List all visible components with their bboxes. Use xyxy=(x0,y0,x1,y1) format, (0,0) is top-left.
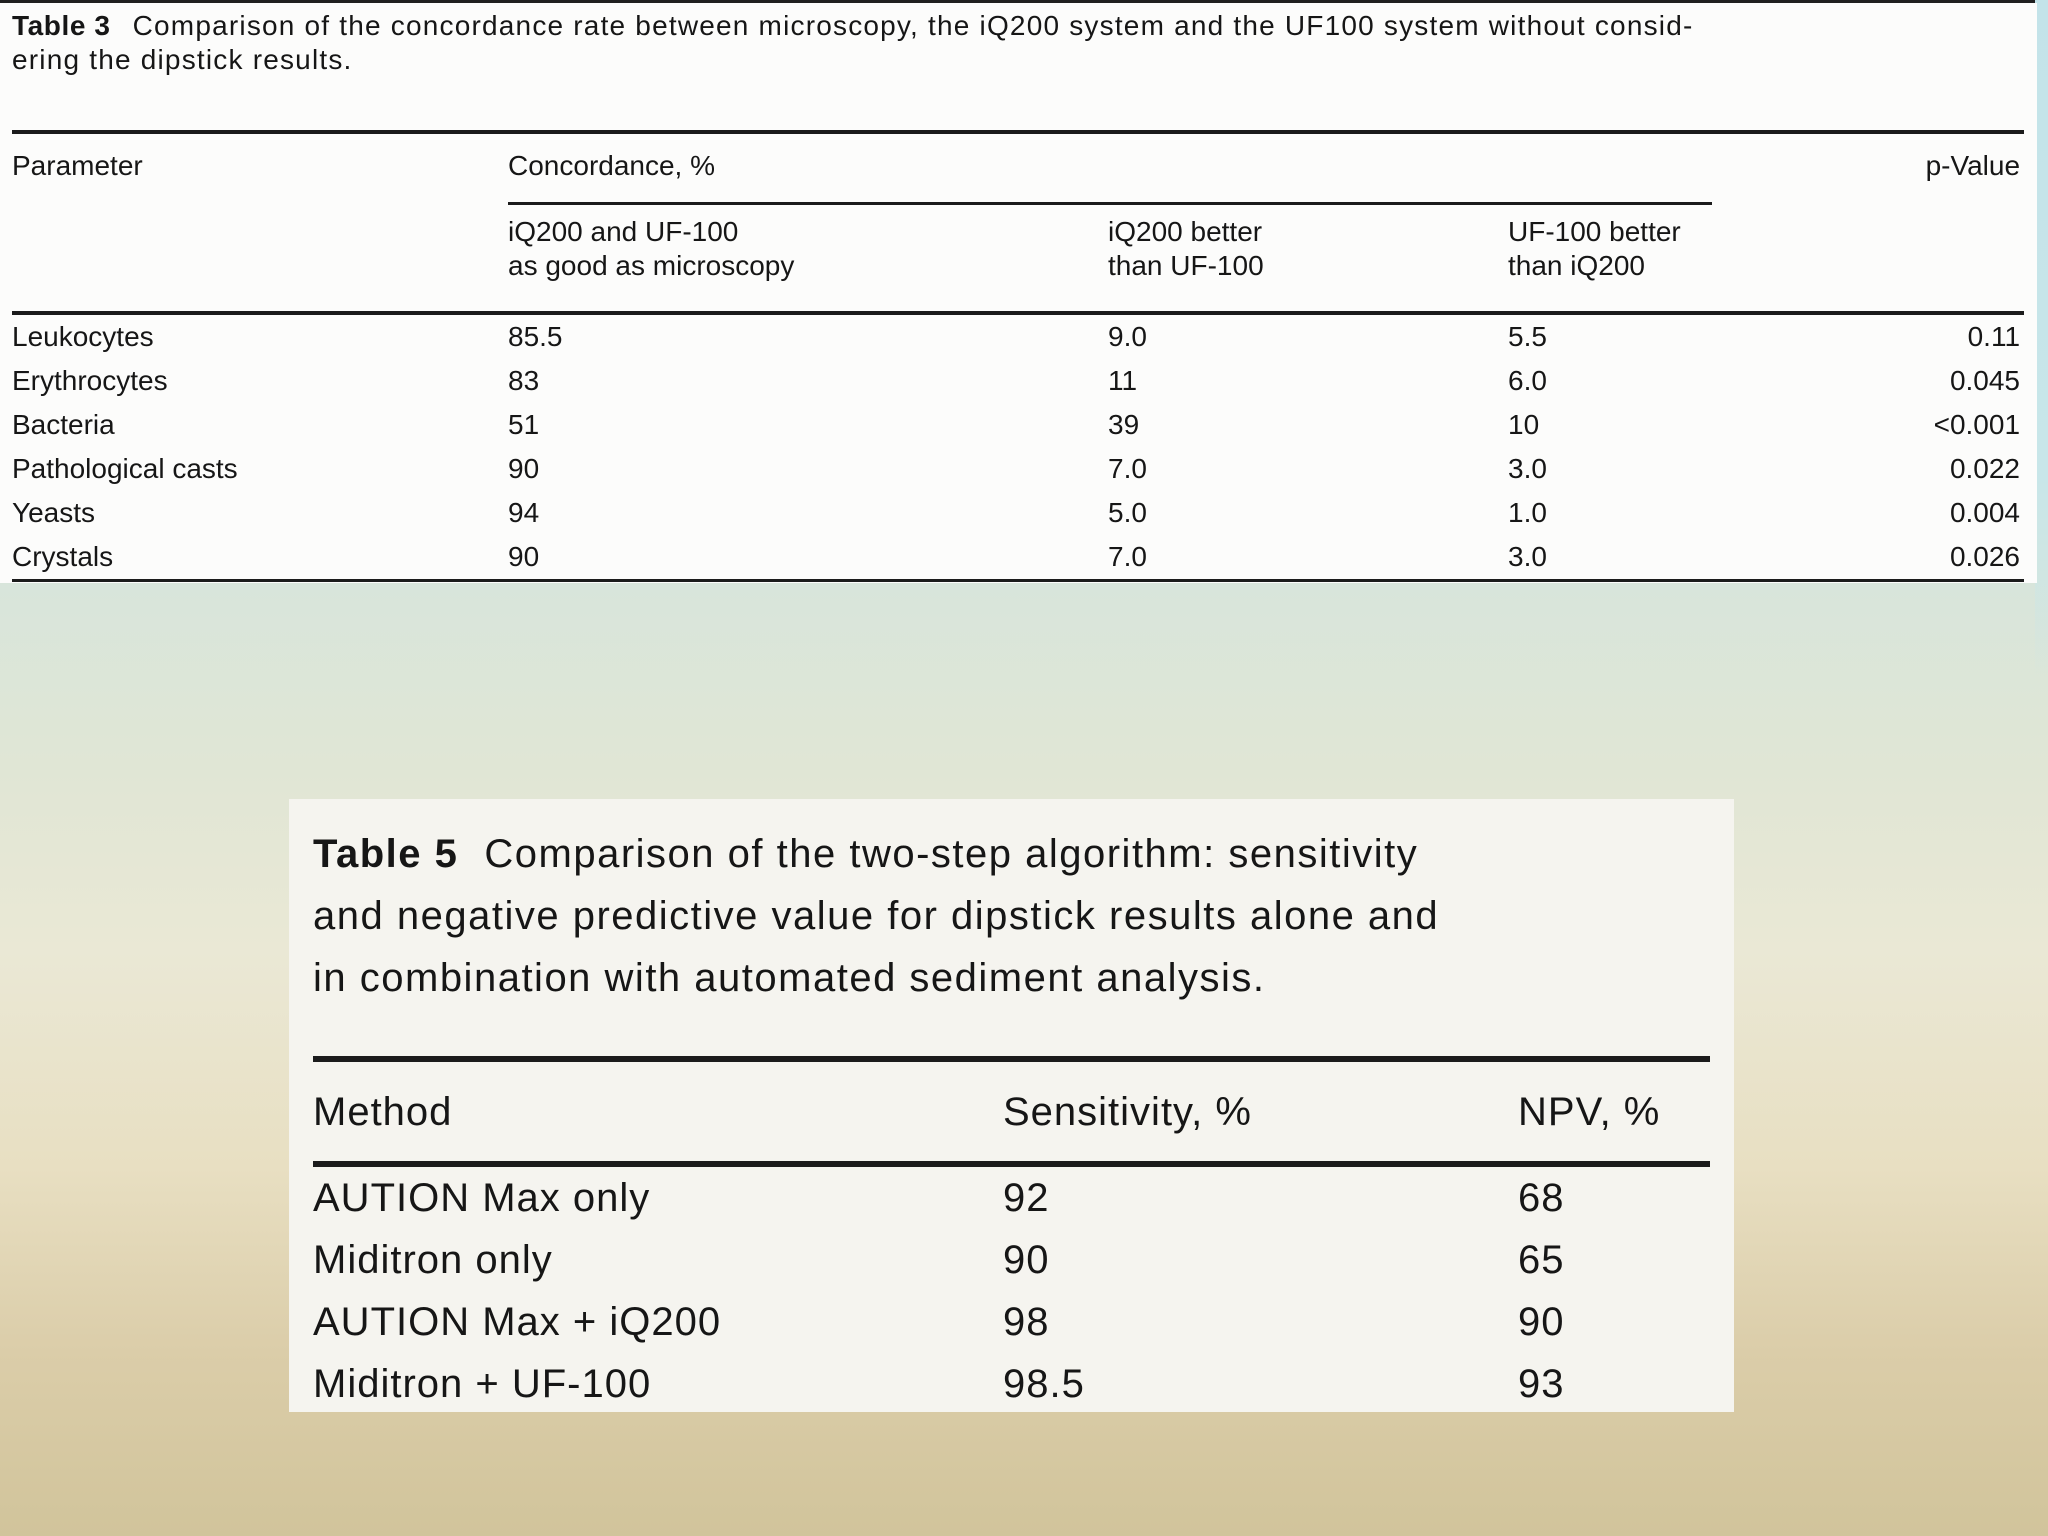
value-cell: 83 xyxy=(508,365,540,396)
table-row: Crystals 90 7.0 3.0 0.026 xyxy=(12,535,2024,581)
table3-caption-label: Table 3 xyxy=(12,10,111,41)
table3-subheader-iq200-better: iQ200 better than UF-100 xyxy=(1108,216,1264,281)
pvalue-cell: 0.022 xyxy=(1949,453,2021,484)
table-row: Leukocytes 85.5 9.0 5.5 0.11 xyxy=(12,313,2024,359)
table3-header-pvalue: p-Value xyxy=(1925,150,2021,181)
pvalue-cell: <0.001 xyxy=(1933,409,2021,440)
value-cell: 65 xyxy=(1518,1238,1565,1282)
table3-header: Parameter Concordance, % p-Value iQ200 a… xyxy=(12,132,2025,314)
table5-caption-label: Table 5 xyxy=(313,832,459,876)
table-row: Miditron + UF-100 98.5 93 xyxy=(313,1353,1710,1412)
value-cell: 1.0 xyxy=(1508,497,1547,528)
value-cell: 85.5 xyxy=(508,321,563,352)
value-cell: 7.0 xyxy=(1108,453,1147,484)
table3-subheader-as-good-as-microscopy: iQ200 and UF-100 as good as microscopy xyxy=(508,216,795,281)
table5-body: AUTION Max only 92 68 Miditron only 90 6… xyxy=(313,1164,1710,1412)
table5-header-row: Method Sensitivity, % NPV, % xyxy=(313,1059,1710,1164)
value-cell: 11 xyxy=(1108,365,1138,396)
table-row: Bacteria 51 39 10 <0.001 xyxy=(12,403,2024,447)
value-cell: 90 xyxy=(508,541,540,572)
parameter-cell: Leukocytes xyxy=(12,321,154,352)
table3: Parameter Concordance, % p-Value iQ200 a… xyxy=(12,130,2025,582)
method-cell: AUTION Max only xyxy=(313,1176,651,1220)
table5-header-method: Method xyxy=(313,1090,453,1134)
top-border-line xyxy=(0,0,2037,3)
value-cell: 92 xyxy=(1003,1176,1050,1220)
parameter-cell: Bacteria xyxy=(12,409,115,440)
table5-caption-line1: Comparison of the two-step algorithm: se… xyxy=(484,832,1419,876)
value-cell: 90 xyxy=(1003,1238,1050,1282)
table5-header-sensitivity: Sensitivity, % xyxy=(1003,1090,1252,1134)
pvalue-cell: 0.11 xyxy=(1967,321,2021,352)
pvalue-cell: 0.004 xyxy=(1949,497,2021,528)
parameter-cell: Erythrocytes xyxy=(12,365,168,396)
method-cell: Miditron only xyxy=(313,1238,553,1282)
table5-caption: Table 5 Comparison of the two-step algori… xyxy=(313,823,1710,1009)
table-row: Erythrocytes 83 11 6.0 0.045 xyxy=(12,359,2024,403)
table3-header-row-2: iQ200 and UF-100 as good as microscopy iQ… xyxy=(12,204,2024,314)
value-cell: 93 xyxy=(1518,1362,1565,1406)
table-row: AUTION Max only 92 68 xyxy=(313,1164,1710,1229)
value-cell: 3.0 xyxy=(1508,541,1547,572)
value-cell: 90 xyxy=(1518,1300,1565,1344)
value-cell: 94 xyxy=(508,497,540,528)
value-cell: 68 xyxy=(1518,1176,1565,1220)
value-cell: 10 xyxy=(1508,409,1540,440)
table3-header-row-1: Parameter Concordance, % p-Value xyxy=(12,132,2024,205)
pvalue-cell: 0.045 xyxy=(1949,365,2021,396)
table3-header-concordance: Concordance, % xyxy=(508,132,1713,205)
table5: Method Sensitivity, % NPV, % AUTION Max … xyxy=(313,1056,1710,1412)
table-row: Pathological casts 90 7.0 3.0 0.022 xyxy=(12,447,2024,491)
parameter-cell: Pathological casts xyxy=(12,453,238,484)
value-cell: 39 xyxy=(1108,409,1140,440)
value-cell: 6.0 xyxy=(1508,365,1547,396)
value-cell: 9.0 xyxy=(1108,321,1147,352)
table-row: Yeasts 94 5.0 1.0 0.004 xyxy=(12,491,2024,535)
table5-header: Method Sensitivity, % NPV, % xyxy=(313,1059,1710,1164)
value-cell: 3.0 xyxy=(1508,453,1547,484)
value-cell: 98 xyxy=(1003,1300,1050,1344)
table3-panel: Table 3 Comparison of the concordance rat… xyxy=(0,3,2037,583)
right-accent-strip xyxy=(2035,0,2048,680)
table5-panel: Table 5 Comparison of the two-step algori… xyxy=(289,799,1734,1412)
parameter-cell: Crystals xyxy=(12,541,114,572)
table5-caption-line2: and negative predictive value for dipsti… xyxy=(313,894,1440,938)
value-cell: 5.5 xyxy=(1508,321,1547,352)
table-row: Miditron only 90 65 xyxy=(313,1229,1710,1291)
value-cell: 7.0 xyxy=(1108,541,1147,572)
value-cell: 51 xyxy=(508,409,540,440)
table3-caption-line2: ering the dipstick results. xyxy=(12,44,353,75)
value-cell: 5.0 xyxy=(1108,497,1147,528)
value-cell: 98.5 xyxy=(1003,1362,1085,1406)
table3-subheader-uf100-better: UF-100 better than iQ200 xyxy=(1508,216,1681,281)
table5-caption-line3: in combination with automated sediment a… xyxy=(313,956,1266,1000)
method-cell: Miditron + UF-100 xyxy=(313,1362,652,1406)
value-cell: 90 xyxy=(508,453,540,484)
table3-header-parameter: Parameter xyxy=(12,150,143,181)
table5-header-npv: NPV, % xyxy=(1518,1090,1661,1134)
table3-caption: Table 3 Comparison of the concordance rat… xyxy=(12,9,2027,77)
table-row: AUTION Max + iQ200 98 90 xyxy=(313,1291,1710,1353)
table3-body: Leukocytes 85.5 9.0 5.5 0.11 Erythrocyte… xyxy=(12,313,2025,581)
parameter-cell: Yeasts xyxy=(12,497,96,528)
method-cell: AUTION Max + iQ200 xyxy=(313,1300,722,1344)
pvalue-cell: 0.026 xyxy=(1949,541,2021,572)
table3-caption-line1: Comparison of the concordance rate betwe… xyxy=(132,10,1694,41)
